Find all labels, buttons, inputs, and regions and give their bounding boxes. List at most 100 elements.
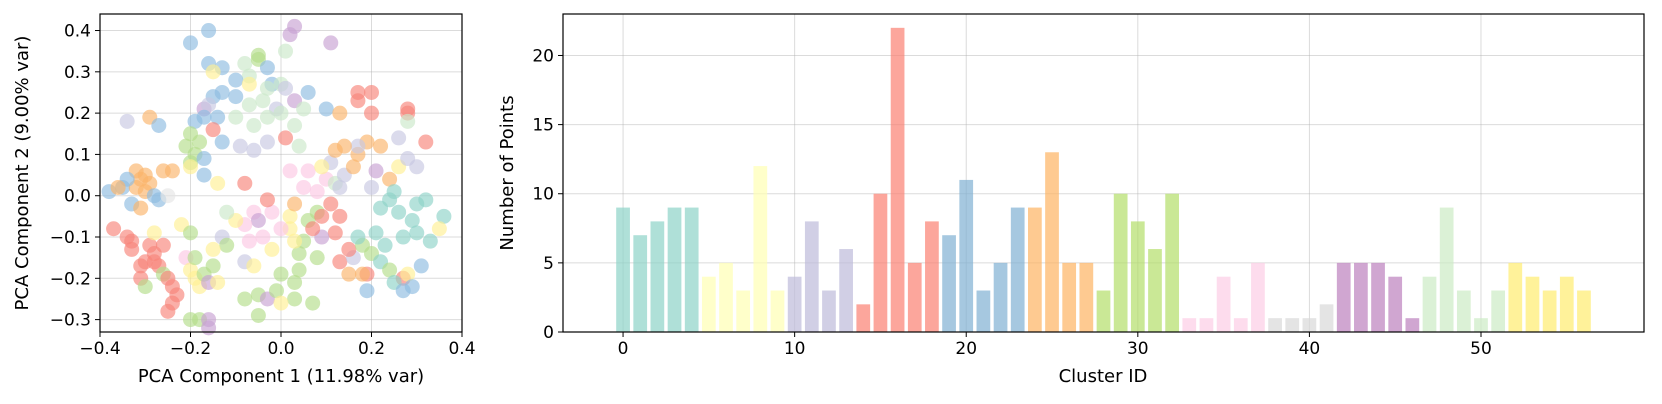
bar-x-tick-label: 0 xyxy=(618,339,629,359)
scatter-point xyxy=(309,250,325,266)
scatter-point xyxy=(413,258,429,274)
bar-cluster-0 xyxy=(616,207,630,332)
scatter-point xyxy=(264,241,280,257)
scatter-point xyxy=(368,163,384,179)
scatter-point xyxy=(364,105,379,121)
scatter-x-tick-label: −0.4 xyxy=(79,339,120,359)
scatter-y-tick-label: 0.4 xyxy=(64,22,91,42)
scatter-point xyxy=(291,138,307,154)
scatter-x-axis-label: PCA Component 1 (11.98% var) xyxy=(138,366,424,387)
scatter-point xyxy=(237,175,253,191)
scatter-point xyxy=(255,229,271,245)
scatter-point xyxy=(196,151,212,167)
scatter-point xyxy=(214,134,230,150)
scatter-point xyxy=(160,303,176,319)
scatter-point xyxy=(259,80,275,96)
bar-axes-frame xyxy=(562,13,1645,333)
bar-y-tick-label: 20 xyxy=(532,46,554,66)
scatter-point xyxy=(400,266,416,282)
scatter-point xyxy=(382,171,398,187)
scatter-point xyxy=(364,179,379,195)
scatter-point xyxy=(436,208,452,224)
scatter-point xyxy=(354,266,370,282)
scatter-point xyxy=(187,250,203,266)
bar-cluster-34 xyxy=(1199,318,1214,332)
scatter-point xyxy=(205,241,221,257)
bar-cluster-7 xyxy=(736,290,751,332)
scatter-y-ticks: −0.3 −0.2 −0.1 0.0 0.1 0.2 0.3 0.4 xyxy=(50,22,100,331)
scatter-x-tick-label: −0.2 xyxy=(170,339,211,359)
scatter-point xyxy=(196,109,212,125)
bar-y-ticks: 0 5 10 15 20 xyxy=(532,46,563,343)
bar-x-tick-label: 10 xyxy=(784,339,806,359)
scatter-point xyxy=(237,291,253,307)
scatter-point xyxy=(345,159,361,175)
scatter-point xyxy=(287,118,303,134)
scatter-point xyxy=(341,241,357,257)
bar-cluster-53 xyxy=(1525,276,1540,332)
scatter-point xyxy=(341,266,357,282)
scatter-point xyxy=(332,208,348,224)
scatter-point xyxy=(246,258,262,274)
scatter-point xyxy=(386,184,402,200)
scatter-point xyxy=(183,159,198,175)
scatter-x-tick-label: 0.4 xyxy=(448,339,475,359)
scatter-point xyxy=(332,179,348,195)
scatter-point xyxy=(237,56,253,72)
bar-cluster-5 xyxy=(701,276,716,332)
scatter-point xyxy=(219,204,235,220)
scatter-point xyxy=(305,221,321,237)
scatter-point xyxy=(282,208,298,224)
bar-cluster-29 xyxy=(1113,193,1128,332)
bar-cluster-11 xyxy=(804,221,819,332)
bar-cluster-30 xyxy=(1130,221,1145,332)
bar-cluster-24 xyxy=(1028,207,1042,332)
scatter-y-tick-label: −0.1 xyxy=(50,228,91,248)
scatter-point xyxy=(364,84,379,100)
bar-cluster-20 xyxy=(959,179,974,332)
bar-cluster-14 xyxy=(856,304,871,332)
bar-plot-area xyxy=(563,14,1644,332)
scatter-y-tick-label: −0.3 xyxy=(50,311,91,331)
bar-cluster-56 xyxy=(1577,290,1591,332)
scatter-panel: −0.4 −0.2 0.0 0.2 0.4 −0.3 −0.2 −0.1 0.0 0.1 0.2 0… xyxy=(12,13,476,387)
scatter-point xyxy=(205,64,221,80)
scatter-x-tick-label: 0.2 xyxy=(358,339,385,359)
scatter-point xyxy=(273,295,289,311)
bar-y-tick-label: 5 xyxy=(543,254,554,274)
bar-cluster-43 xyxy=(1354,262,1368,332)
scatter-point xyxy=(155,237,171,253)
scatter-point xyxy=(228,72,244,88)
bar-cluster-37 xyxy=(1251,262,1265,332)
bar-cluster-3 xyxy=(667,207,682,332)
bar-cluster-4 xyxy=(684,207,699,332)
bar-x-tick-label: 40 xyxy=(1299,339,1321,359)
scatter-point xyxy=(287,18,303,34)
scatter-point xyxy=(373,200,389,216)
scatter-point xyxy=(291,246,307,262)
bar-cluster-22 xyxy=(993,262,1008,332)
bar-x-tick-label: 20 xyxy=(955,339,977,359)
scatter-point xyxy=(250,47,266,63)
scatter-point xyxy=(210,274,226,290)
scatter-point xyxy=(219,237,235,253)
bar-x-tick-label: 30 xyxy=(1127,339,1149,359)
scatter-point xyxy=(300,163,316,179)
bar-x-ticks: 0 10 20 30 40 50 xyxy=(618,332,1492,359)
scatter-point xyxy=(278,130,294,146)
bar-cluster-46 xyxy=(1405,318,1420,332)
bar-y-tick-label: 10 xyxy=(532,185,554,205)
scatter-y-tick-label: 0.0 xyxy=(64,187,91,207)
scatter-point xyxy=(418,134,434,150)
scatter-point xyxy=(228,89,244,105)
scatter-point xyxy=(323,196,339,212)
scatter-point xyxy=(228,109,244,125)
scatter-point xyxy=(264,204,280,220)
bar-cluster-26 xyxy=(1062,262,1077,332)
bar-cluster-2 xyxy=(650,221,665,332)
scatter-points xyxy=(101,18,452,336)
bar-cluster-40 xyxy=(1302,318,1317,332)
scatter-point xyxy=(314,159,330,175)
scatter-point xyxy=(210,109,226,125)
